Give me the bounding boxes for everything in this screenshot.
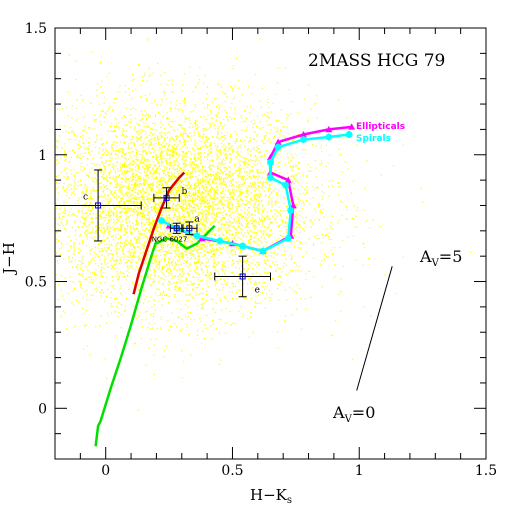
series-point-1: [157, 217, 165, 225]
model-tracks: [94, 171, 216, 447]
y-tick-label: 0.5: [25, 275, 47, 291]
series-point-1: [216, 237, 224, 245]
model-curve-0: [94, 240, 158, 447]
x-axis-label: H−Ks: [250, 486, 292, 506]
model-curve-1: [132, 171, 186, 295]
series-point-1: [239, 242, 247, 250]
point-marker: [173, 225, 180, 232]
series-point-1: [267, 174, 274, 182]
model-curve-2: [155, 224, 216, 250]
series-point-1: [287, 207, 295, 215]
y-tick-label: 1.5: [25, 21, 47, 37]
axis-ticks: 0 0.5 1 1.5 0 0.5 1 1.5: [25, 21, 497, 479]
y-tick-label: 1: [38, 148, 47, 164]
point-label: b: [182, 187, 188, 197]
series-point-0: [284, 176, 292, 183]
background-star-cloud: [55, 38, 472, 411]
reddening-line: [356, 266, 393, 391]
point-label: c: [83, 192, 88, 202]
legend-ellipticals: Ellipticals: [356, 122, 405, 132]
plot-frame: [54, 27, 487, 460]
series-point-1: [299, 136, 307, 144]
data-point-3: NGC 6027: [152, 222, 188, 243]
y-axis-label: J−H: [0, 242, 18, 276]
chart-title: 2MASS HCG 79: [308, 51, 445, 71]
series-point-0: [274, 138, 282, 145]
data-point-4: e: [214, 255, 271, 298]
series-point-1: [325, 133, 333, 141]
series-point-1: [193, 232, 201, 240]
point-marker: [95, 202, 102, 209]
series-point-1: [259, 247, 267, 255]
series-point-1: [345, 130, 353, 138]
av-start-label: AV=0: [332, 403, 375, 425]
av-end-label: AV=5: [419, 247, 462, 269]
reddening-vector: [356, 266, 393, 391]
point-label: a: [194, 214, 200, 224]
point-label: NGC 6027: [152, 235, 188, 243]
data-point-2: a: [181, 214, 200, 236]
observed-points: c b a NGC 6027 e: [54, 169, 271, 298]
x-tick-label: 0.5: [221, 463, 243, 479]
data-point-0: c: [54, 169, 142, 242]
point-marker: [186, 225, 193, 232]
x-tick-label: 1.5: [475, 463, 497, 479]
series-point-0: [325, 125, 333, 133]
series-point-1: [267, 158, 274, 166]
series-point-1: [284, 234, 292, 242]
point-label: e: [255, 285, 260, 295]
series-point-0: [348, 123, 356, 130]
series-point-1: [274, 143, 282, 151]
legend-spirals: Spirals: [356, 134, 391, 144]
data-point-1: b: [153, 187, 188, 209]
point-marker: [163, 194, 170, 201]
series-point-0: [299, 130, 307, 138]
point-marker: [239, 273, 246, 280]
x-tick-label: 0: [101, 463, 110, 479]
x-tick-label: 1: [355, 463, 364, 479]
series-point-0: [289, 201, 297, 209]
series-point-1: [282, 181, 290, 189]
cloud-points: [55, 38, 472, 411]
galaxy-tracks: [157, 123, 356, 255]
y-tick-label: 0: [38, 401, 47, 417]
